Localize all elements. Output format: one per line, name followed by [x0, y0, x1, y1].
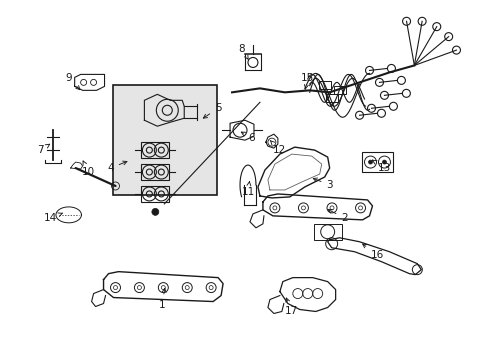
Text: 1: 1 — [159, 288, 166, 310]
Text: 15: 15 — [301, 73, 314, 89]
Text: 4: 4 — [107, 161, 127, 173]
Text: 8: 8 — [238, 44, 247, 59]
Text: 9: 9 — [65, 73, 80, 90]
Text: 17: 17 — [285, 298, 298, 316]
Bar — [313, 224, 341, 240]
Bar — [112, 85, 217, 195]
Text: 11: 11 — [241, 181, 254, 197]
Text: 5: 5 — [203, 103, 221, 118]
Text: 16: 16 — [362, 244, 384, 260]
Text: 3: 3 — [313, 178, 332, 190]
Text: 12: 12 — [269, 140, 286, 155]
Bar — [318, 81, 330, 89]
Bar — [141, 142, 169, 158]
Text: 6: 6 — [241, 132, 255, 143]
Bar — [361, 152, 393, 172]
Text: 2: 2 — [327, 210, 347, 223]
Circle shape — [382, 160, 386, 164]
Text: 7: 7 — [38, 144, 50, 155]
Circle shape — [368, 160, 372, 164]
Circle shape — [152, 208, 159, 215]
Bar — [141, 164, 169, 180]
Text: 14: 14 — [44, 213, 62, 223]
Bar — [141, 186, 169, 202]
Bar — [325, 94, 337, 102]
Text: 13: 13 — [372, 160, 390, 173]
Bar — [333, 86, 345, 94]
Text: 10: 10 — [82, 161, 95, 177]
